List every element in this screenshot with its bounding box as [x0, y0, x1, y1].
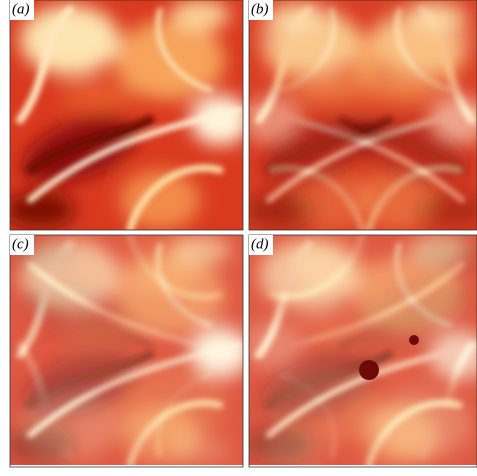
panel: (d): [242, 235, 477, 467]
panel-label: (c): [12, 236, 29, 252]
panel: (c): [5, 235, 250, 467]
figure: (a) (b) (c) (d): [0, 0, 477, 471]
panel-label: (a): [12, 1, 30, 17]
panel: (a): [5, 0, 250, 230]
panel-label: (d): [251, 236, 269, 252]
panel-label: (b): [251, 1, 269, 17]
panel: (b): [242, 0, 477, 230]
